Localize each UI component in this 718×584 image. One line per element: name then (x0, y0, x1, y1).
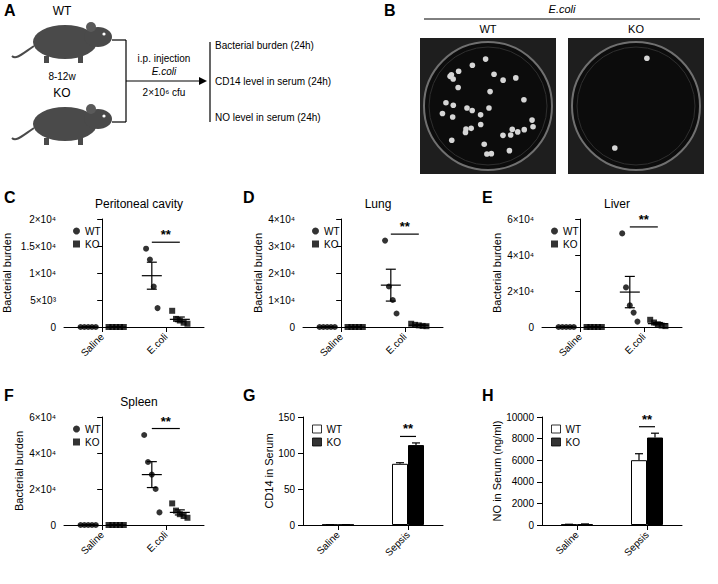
svg-text:Spleen: Spleen (120, 395, 157, 409)
svg-text:G: G (243, 387, 255, 404)
svg-text:i.p. injection: i.p. injection (138, 53, 191, 64)
svg-text:**: ** (642, 412, 653, 427)
svg-text:0: 0 (289, 520, 295, 531)
svg-text:WT: WT (324, 226, 340, 237)
svg-text:KO: KO (85, 437, 100, 448)
svg-text:150: 150 (278, 412, 295, 423)
svg-text:E.coli: E.coli (152, 66, 177, 77)
svg-text:10000: 10000 (506, 412, 534, 423)
svg-text:1×10⁴: 1×10⁴ (29, 268, 56, 279)
svg-text:6×10⁴: 6×10⁴ (29, 412, 56, 423)
svg-text:F: F (4, 387, 14, 404)
svg-text:Saline: Saline (318, 331, 346, 359)
svg-text:5×10³: 5×10³ (30, 295, 57, 306)
svg-text:KO: KO (53, 86, 70, 100)
svg-text:KO: KO (628, 23, 644, 35)
svg-text:NO level in serum (24h): NO level in serum (24h) (215, 112, 321, 123)
svg-text:50: 50 (284, 484, 296, 495)
svg-text:NO in Serum (ng/ml): NO in Serum (ng/ml) (491, 421, 503, 522)
svg-text:Bacterial burden: Bacterial burden (13, 431, 25, 511)
svg-text:E.coli: E.coli (145, 331, 170, 356)
svg-text:1.5×10⁴: 1.5×10⁴ (21, 241, 56, 252)
svg-text:C: C (4, 189, 16, 206)
svg-text:2000: 2000 (512, 498, 535, 509)
svg-text:2×10⁴: 2×10⁴ (507, 286, 534, 297)
svg-text:**: ** (403, 421, 414, 436)
svg-text:4×10⁴: 4×10⁴ (29, 448, 56, 459)
svg-text:2×10⁴: 2×10⁴ (268, 268, 295, 279)
svg-text:B: B (384, 2, 396, 19)
svg-text:Saline: Saline (79, 331, 107, 359)
svg-text:Bacterial burden: Bacterial burden (491, 233, 503, 313)
svg-text:A: A (4, 2, 16, 19)
svg-text:8-12w: 8-12w (48, 71, 76, 82)
svg-text:E: E (482, 189, 493, 206)
svg-text:**: ** (161, 414, 172, 429)
svg-text:8000: 8000 (512, 433, 535, 444)
svg-text:KO: KO (327, 437, 342, 448)
svg-text:Saline: Saline (79, 529, 107, 557)
svg-text:2×10⁴: 2×10⁴ (29, 214, 56, 225)
svg-text:Liver: Liver (604, 197, 630, 211)
svg-text:4×10⁴: 4×10⁴ (268, 214, 295, 225)
svg-text:WT: WT (479, 23, 496, 35)
svg-text:WT: WT (85, 226, 101, 237)
svg-text:E.coli: E.coli (549, 3, 576, 15)
svg-text:Saline: Saline (557, 331, 585, 359)
svg-text:0: 0 (528, 322, 534, 333)
svg-text:Lung: Lung (365, 197, 392, 211)
svg-text:Peritoneal cavity: Peritoneal cavity (95, 197, 183, 211)
svg-text:D: D (243, 189, 255, 206)
svg-text:0: 0 (528, 520, 534, 531)
svg-text:**: ** (639, 212, 650, 227)
svg-text:H: H (482, 387, 494, 404)
svg-text:Bacterial burden: Bacterial burden (252, 233, 264, 313)
svg-text:6×10⁴: 6×10⁴ (507, 214, 534, 225)
svg-text:WT: WT (563, 226, 579, 237)
svg-text:Bacterial burden: Bacterial burden (1, 233, 13, 313)
svg-text:Saline: Saline (314, 529, 342, 557)
svg-text:WT: WT (566, 424, 582, 435)
svg-text:KO: KO (324, 239, 339, 250)
svg-text:E.coli: E.coli (384, 331, 409, 356)
svg-text:WT: WT (53, 4, 72, 18)
svg-text:3×10⁴: 3×10⁴ (268, 241, 295, 252)
svg-text:Sepsis: Sepsis (383, 529, 412, 558)
svg-text:WT: WT (327, 424, 343, 435)
svg-text:6000: 6000 (512, 455, 535, 466)
svg-text:WT: WT (85, 424, 101, 435)
svg-text:KO: KO (563, 239, 578, 250)
svg-text:E.coli: E.coli (623, 331, 648, 356)
svg-text:CD14 level in serum (24h): CD14 level in serum (24h) (215, 76, 331, 87)
svg-text:**: ** (161, 227, 172, 242)
svg-text:2×10⁴: 2×10⁴ (29, 484, 56, 495)
svg-text:**: ** (400, 219, 411, 234)
svg-text:0: 0 (50, 520, 56, 531)
svg-text:E.coli: E.coli (145, 529, 170, 554)
svg-text:4000: 4000 (512, 476, 535, 487)
svg-text:0: 0 (50, 322, 56, 333)
svg-text:Sepsis: Sepsis (622, 529, 651, 558)
svg-text:KO: KO (85, 239, 100, 250)
svg-text:Bacterial burden (24h): Bacterial burden (24h) (215, 40, 314, 51)
svg-text:1×10⁴: 1×10⁴ (268, 295, 295, 306)
svg-text:4×10⁴: 4×10⁴ (507, 250, 534, 261)
svg-text:Saline: Saline (553, 529, 581, 557)
svg-text:2×10⁶ cfu: 2×10⁶ cfu (143, 87, 186, 98)
svg-text:0: 0 (289, 322, 295, 333)
svg-text:CD14 in Serum: CD14 in Serum (263, 433, 275, 508)
svg-text:KO: KO (566, 437, 581, 448)
svg-text:100: 100 (278, 448, 295, 459)
